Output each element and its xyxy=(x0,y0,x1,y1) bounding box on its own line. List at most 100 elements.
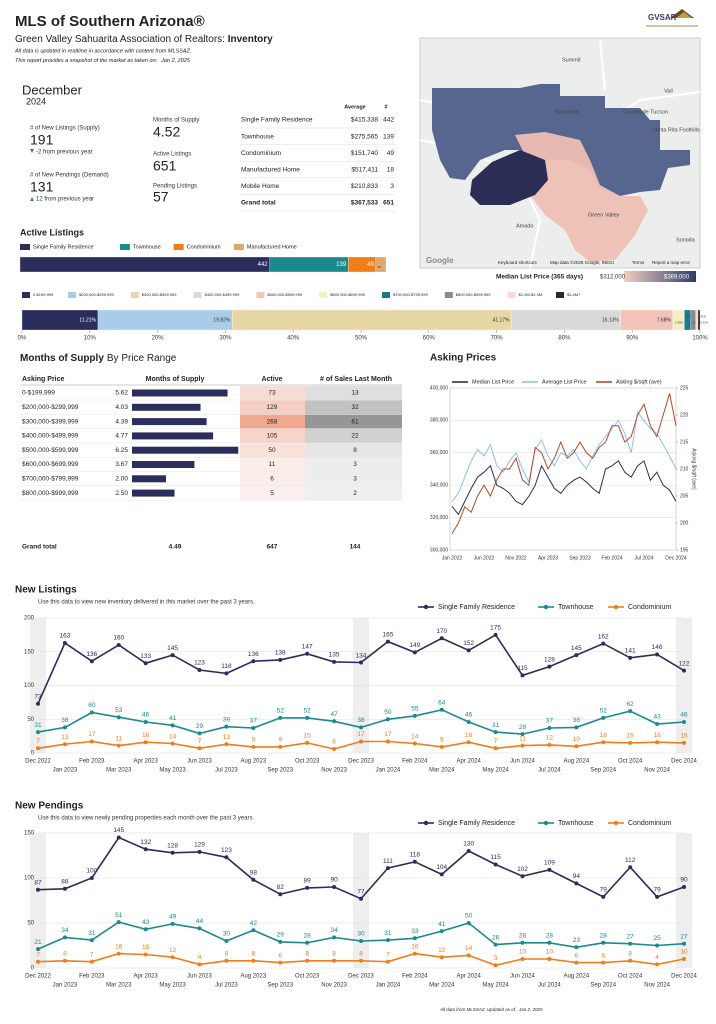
legend-label: Condominium xyxy=(628,820,671,827)
point xyxy=(682,941,686,946)
map-attribution[interactable]: Terms xyxy=(632,260,645,265)
x-tick-label: 80% xyxy=(558,336,571,342)
x-tick-label: 50% xyxy=(355,336,368,342)
data-label: 44 xyxy=(196,918,204,925)
footer-date: Jan 2, 2025 xyxy=(518,1007,543,1012)
bar-label: 11.21% xyxy=(79,317,96,323)
data-label: 8 xyxy=(359,951,363,958)
cell: 268 xyxy=(267,418,278,425)
supply-bar xyxy=(132,475,166,483)
data-label: 128 xyxy=(544,656,555,663)
place-label: Sahuarita xyxy=(555,109,579,115)
cell: 49 xyxy=(387,150,395,157)
data-label: 145 xyxy=(167,645,178,652)
data-label: 21 xyxy=(34,939,42,946)
row-label: $600,000-$699,999 xyxy=(22,461,79,468)
point xyxy=(547,664,552,669)
x-tick-label: May 2024 xyxy=(482,983,509,989)
point xyxy=(493,746,498,751)
x-tick-label: Oct 2024 xyxy=(618,759,643,765)
point xyxy=(305,958,310,963)
x-tick-label: 60% xyxy=(423,336,436,342)
data-label: 109 xyxy=(544,860,555,867)
cell: 442 xyxy=(383,117,394,124)
data-label: 46 xyxy=(680,712,688,719)
point xyxy=(493,963,498,968)
point xyxy=(89,739,94,744)
data-label: 27 xyxy=(627,933,635,940)
legend-label: Townhouse xyxy=(558,820,594,827)
x-tick-label: Dec 2024 xyxy=(671,974,697,980)
heat-cell xyxy=(305,428,402,443)
data-label: 147 xyxy=(302,643,313,650)
y-tick-label: 100 xyxy=(24,683,35,689)
legend-swatch xyxy=(130,292,139,298)
data-label: 132 xyxy=(140,839,151,846)
data-label: 8 xyxy=(332,951,336,958)
legend-label: Condominium xyxy=(187,244,221,250)
cell: $151,740 xyxy=(351,150,378,157)
x-tick-label: Dec 2022 xyxy=(25,759,51,765)
data-label: 64 xyxy=(438,700,446,707)
point xyxy=(116,951,121,956)
map[interactable]: Summit Vail Corona de Tucson Santa Rita … xyxy=(419,37,701,269)
point xyxy=(116,743,121,748)
point xyxy=(574,881,579,886)
y2-tick-label: 215 xyxy=(680,439,689,445)
map-attribution[interactable]: Keyboard shortcuts xyxy=(498,260,538,265)
cell: 2.50 xyxy=(115,490,128,497)
y2-tick-label: 200 xyxy=(680,520,689,526)
series-line xyxy=(451,393,677,535)
place-label: Vail xyxy=(664,88,673,94)
point xyxy=(439,707,444,712)
point xyxy=(655,652,660,657)
data-label: 135 xyxy=(329,652,340,659)
x-tick-label: Mar 2024 xyxy=(429,768,455,774)
legend-swatch xyxy=(173,244,184,250)
kpi-change: -2 from previous year xyxy=(36,150,93,156)
data-label: 27 xyxy=(680,933,688,940)
chart-title: Active Listings xyxy=(20,227,84,237)
legend-swatch xyxy=(68,292,76,298)
data-label: 9 xyxy=(440,737,444,744)
column-header: # xyxy=(384,104,387,110)
map-attribution[interactable]: Report a map error xyxy=(652,260,691,265)
point xyxy=(547,940,552,945)
region xyxy=(470,150,548,205)
point xyxy=(170,921,175,926)
point xyxy=(116,643,121,647)
data-label: 138 xyxy=(275,650,286,657)
supply-bar xyxy=(132,389,228,397)
data-label: 129 xyxy=(194,842,205,849)
supply-bar xyxy=(132,418,207,426)
data-label: 10 xyxy=(680,949,688,956)
legend-marker xyxy=(543,820,549,826)
data-label: 26 xyxy=(492,934,500,941)
cell: 61 xyxy=(351,418,359,425)
data-label: 43 xyxy=(142,919,150,926)
data-label: 41 xyxy=(438,921,446,928)
point xyxy=(116,835,121,840)
point xyxy=(385,959,390,964)
cell: 73 xyxy=(268,390,276,397)
cell: 105 xyxy=(267,433,278,440)
data-label: 152 xyxy=(463,640,474,647)
point xyxy=(278,657,283,662)
point xyxy=(655,721,660,726)
legend-label: Manufactured Home xyxy=(247,244,297,250)
point xyxy=(36,887,40,892)
legend-swatch xyxy=(556,292,564,298)
data-label: 82 xyxy=(277,884,285,891)
legend-swatch xyxy=(22,292,30,298)
cell: 50 xyxy=(268,447,276,454)
point xyxy=(439,929,444,934)
cell: 32 xyxy=(351,404,359,411)
data-label: 37 xyxy=(250,718,258,725)
point xyxy=(36,730,40,735)
cell: 3.67 xyxy=(115,461,128,468)
point xyxy=(170,741,175,746)
data-label: 100 xyxy=(86,868,97,875)
bar-label: 41.17% xyxy=(493,317,511,323)
point xyxy=(547,726,552,731)
year: 2024 xyxy=(26,96,46,106)
